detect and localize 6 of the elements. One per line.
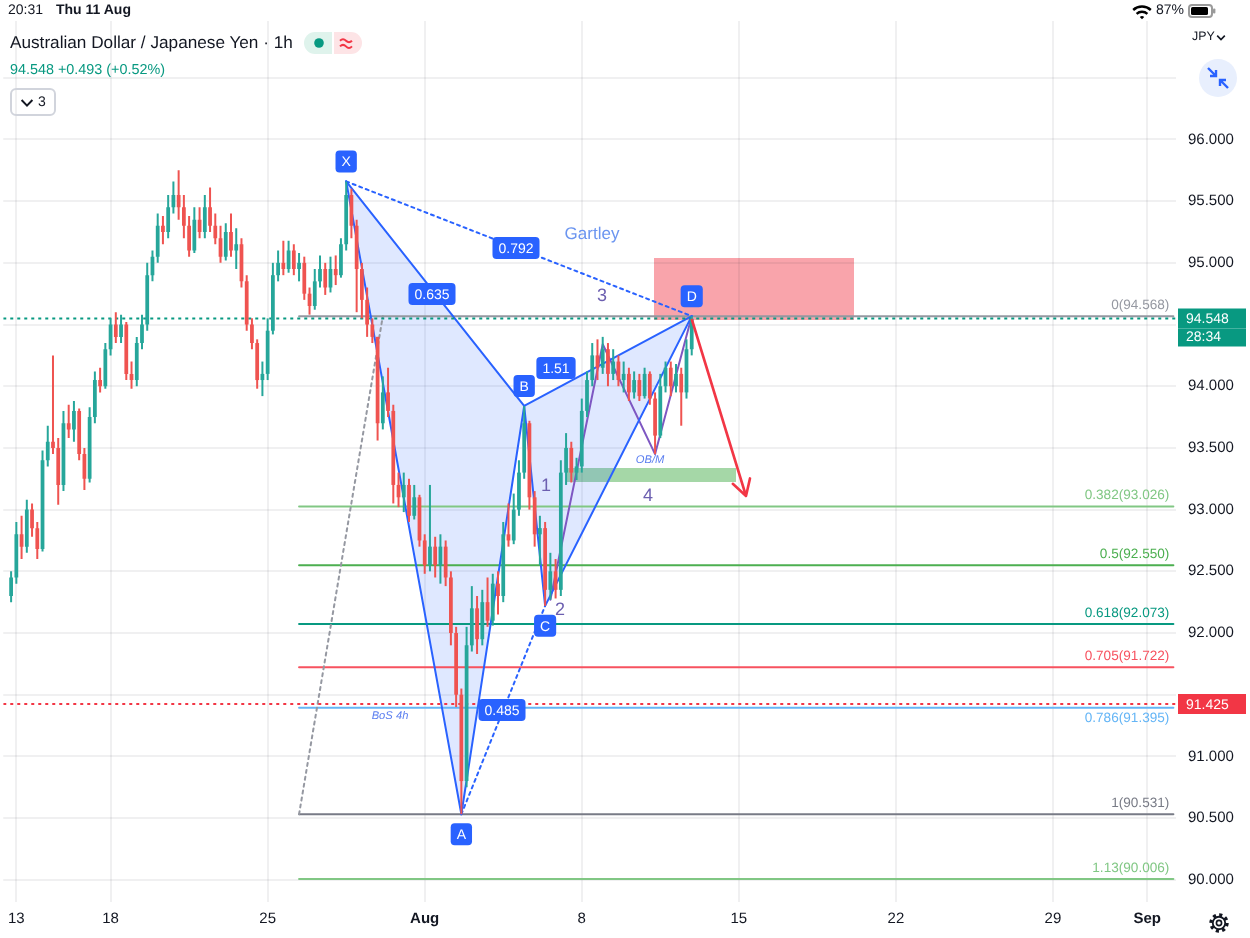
annotation: 1 [540, 474, 552, 495]
annotation: Gartley [564, 222, 621, 243]
text: Australian Dollar / Japanese Yen · 1h [10, 31, 293, 52]
annotation: 2 [554, 598, 566, 619]
annotation: 4 [642, 484, 654, 505]
annotation: 3 [596, 284, 608, 305]
